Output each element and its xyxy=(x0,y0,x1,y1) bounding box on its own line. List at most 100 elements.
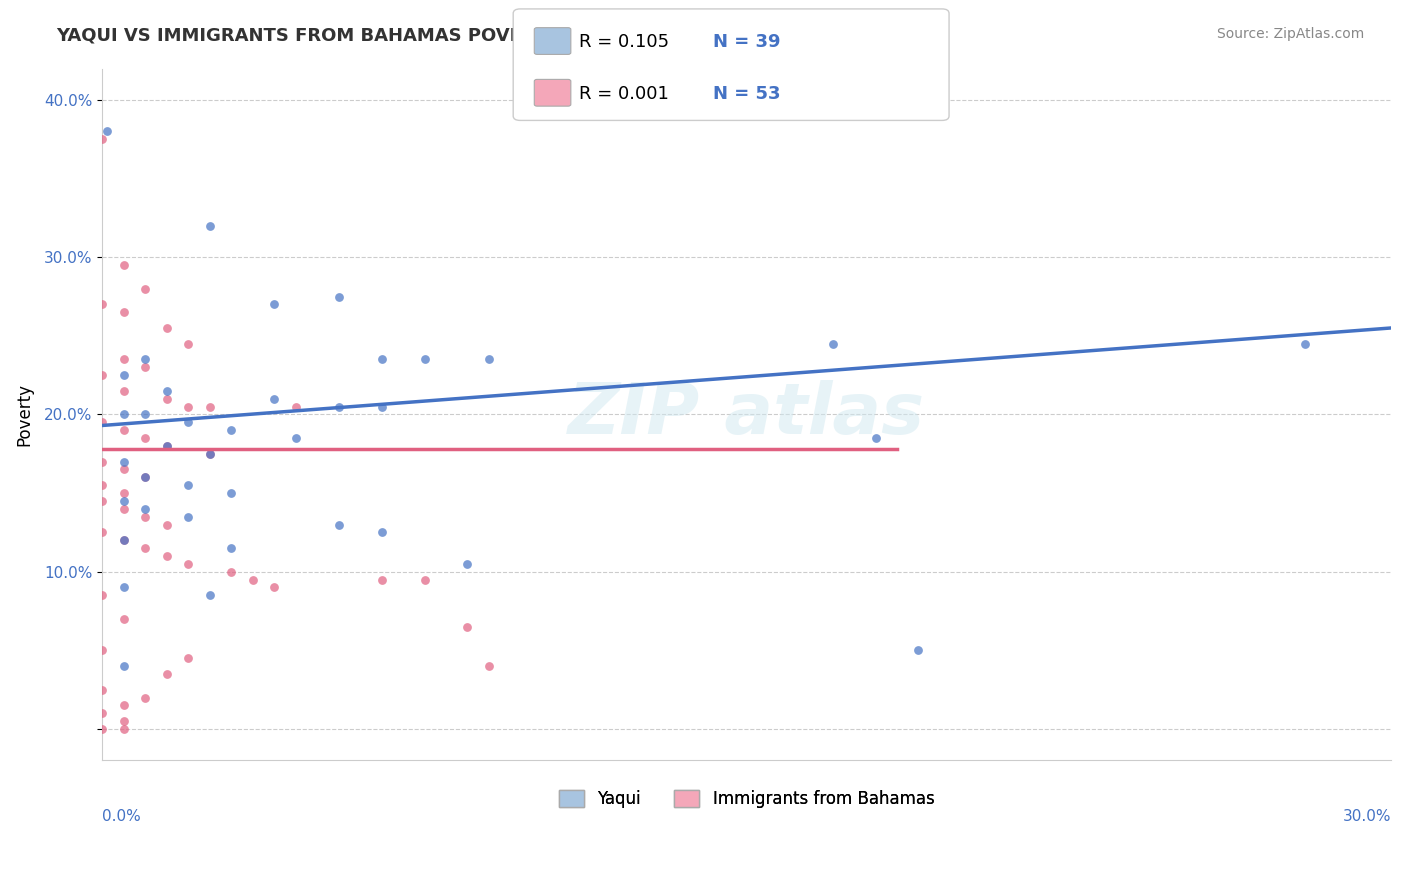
Point xyxy=(134,360,156,375)
Point xyxy=(112,486,135,500)
Point xyxy=(112,423,135,437)
Point xyxy=(134,501,156,516)
Text: N = 39: N = 39 xyxy=(713,33,780,51)
Text: R = 0.001: R = 0.001 xyxy=(579,85,669,103)
Point xyxy=(198,588,221,602)
Point xyxy=(91,455,114,469)
Text: ZIP atlas: ZIP atlas xyxy=(568,380,925,449)
Point xyxy=(156,392,179,406)
Point xyxy=(156,439,179,453)
Point xyxy=(219,486,242,500)
Point xyxy=(112,533,135,548)
Point xyxy=(263,392,285,406)
Point xyxy=(112,533,135,548)
Text: YAQUI VS IMMIGRANTS FROM BAHAMAS POVERTY CORRELATION CHART: YAQUI VS IMMIGRANTS FROM BAHAMAS POVERTY… xyxy=(56,27,782,45)
Point xyxy=(112,408,135,422)
Point xyxy=(413,573,436,587)
Point xyxy=(177,651,200,665)
Point xyxy=(156,321,179,335)
Point xyxy=(478,352,501,367)
Point xyxy=(112,455,135,469)
Point xyxy=(134,352,156,367)
Point xyxy=(96,124,118,138)
Point xyxy=(370,573,392,587)
Point xyxy=(112,384,135,398)
Point xyxy=(263,581,285,595)
Text: N = 53: N = 53 xyxy=(713,85,780,103)
Point xyxy=(865,431,887,445)
Text: 30.0%: 30.0% xyxy=(1343,809,1391,824)
Point xyxy=(198,447,221,461)
Point xyxy=(91,494,114,508)
Point xyxy=(91,722,114,736)
Point xyxy=(177,336,200,351)
Point xyxy=(156,517,179,532)
Point xyxy=(413,352,436,367)
Point xyxy=(91,643,114,657)
Text: 0.0%: 0.0% xyxy=(103,809,141,824)
Point xyxy=(177,478,200,492)
Point xyxy=(198,447,221,461)
Point xyxy=(177,415,200,429)
Point xyxy=(284,400,307,414)
Point xyxy=(156,439,179,453)
Point xyxy=(198,219,221,233)
Point xyxy=(112,581,135,595)
Point xyxy=(328,289,350,303)
Point xyxy=(91,588,114,602)
Point xyxy=(198,400,221,414)
Point xyxy=(478,659,501,673)
Point xyxy=(219,423,242,437)
Point xyxy=(112,659,135,673)
Point xyxy=(112,352,135,367)
Point xyxy=(328,517,350,532)
Point xyxy=(112,368,135,383)
Point xyxy=(112,698,135,713)
Point xyxy=(177,509,200,524)
Point xyxy=(370,352,392,367)
Point xyxy=(91,415,114,429)
Point xyxy=(134,470,156,484)
Point xyxy=(821,336,844,351)
Point xyxy=(328,400,350,414)
Point xyxy=(284,431,307,445)
Point xyxy=(112,722,135,736)
Point xyxy=(134,431,156,445)
Text: R = 0.105: R = 0.105 xyxy=(579,33,669,51)
Text: Source: ZipAtlas.com: Source: ZipAtlas.com xyxy=(1216,27,1364,41)
Point xyxy=(456,557,478,571)
Point xyxy=(112,714,135,728)
Point xyxy=(370,400,392,414)
Point xyxy=(134,282,156,296)
Point xyxy=(219,565,242,579)
Point xyxy=(91,297,114,311)
Point xyxy=(177,400,200,414)
Point xyxy=(156,667,179,681)
Point xyxy=(456,620,478,634)
Point xyxy=(112,305,135,319)
Point xyxy=(907,643,929,657)
Point xyxy=(134,408,156,422)
Point xyxy=(134,541,156,555)
Point xyxy=(112,462,135,476)
Point xyxy=(91,682,114,697)
Point xyxy=(156,549,179,563)
Point xyxy=(242,573,264,587)
Point xyxy=(177,557,200,571)
Point xyxy=(91,706,114,721)
Point xyxy=(112,612,135,626)
Point xyxy=(91,478,114,492)
Point xyxy=(156,384,179,398)
Point xyxy=(134,470,156,484)
Point xyxy=(134,509,156,524)
Point xyxy=(112,258,135,272)
Point xyxy=(1294,336,1316,351)
Point xyxy=(263,297,285,311)
Point xyxy=(112,501,135,516)
Point xyxy=(91,132,114,146)
Point xyxy=(134,690,156,705)
Point xyxy=(91,525,114,540)
Point xyxy=(219,541,242,555)
Point xyxy=(91,368,114,383)
Point xyxy=(370,525,392,540)
